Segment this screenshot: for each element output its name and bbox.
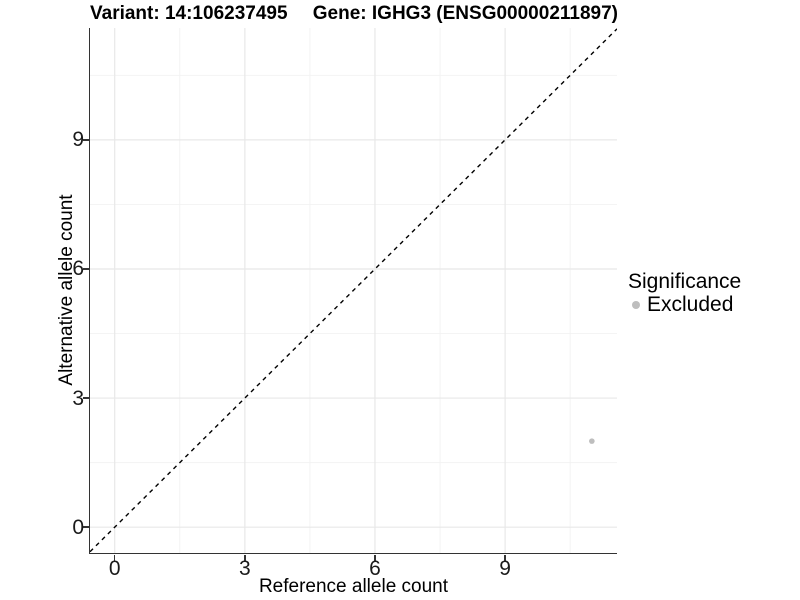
y-tick-mark <box>82 268 89 270</box>
y-tick-mark <box>82 139 89 141</box>
x-tick-mark <box>244 554 246 561</box>
chart-canvas <box>89 28 617 553</box>
y-axis-title: Alternative allele count <box>56 194 77 386</box>
plot-title-variant: Variant: 14:106237495 <box>90 3 288 24</box>
y-tick-mark <box>82 397 89 399</box>
legend-item-excluded: Excluded <box>628 294 741 315</box>
identity-line <box>89 28 617 553</box>
legend-item-label: Excluded <box>647 293 734 316</box>
x-axis-title: Reference allele count <box>258 576 449 597</box>
plot-panel <box>88 28 617 554</box>
plot-title-gene: Gene: IGHG3 (ENSG00000211897) <box>312 3 618 24</box>
data-point <box>588 438 595 444</box>
y-tick-label: 9 <box>72 128 84 152</box>
excluded-point-marker-icon <box>632 300 640 309</box>
y-tick-label: 6 <box>72 257 84 281</box>
x-tick-mark <box>504 554 506 561</box>
legend-title: Significance <box>628 270 742 293</box>
y-tick-label: 0 <box>72 515 84 539</box>
x-tick-label: 6 <box>369 557 381 580</box>
legend-key <box>628 296 644 314</box>
y-tick-mark <box>82 526 89 528</box>
plot-title-row: Variant: 14:106237495 Gene: IGHG3 (ENSG0… <box>90 3 618 25</box>
x-tick-label: 3 <box>239 557 251 580</box>
x-tick-label: 0 <box>108 557 121 580</box>
x-tick-label: 9 <box>499 557 511 580</box>
legend: Significance Excluded <box>628 271 741 315</box>
x-tick-mark <box>374 554 376 561</box>
y-tick-label: 3 <box>72 386 84 410</box>
x-tick-mark <box>113 554 116 561</box>
